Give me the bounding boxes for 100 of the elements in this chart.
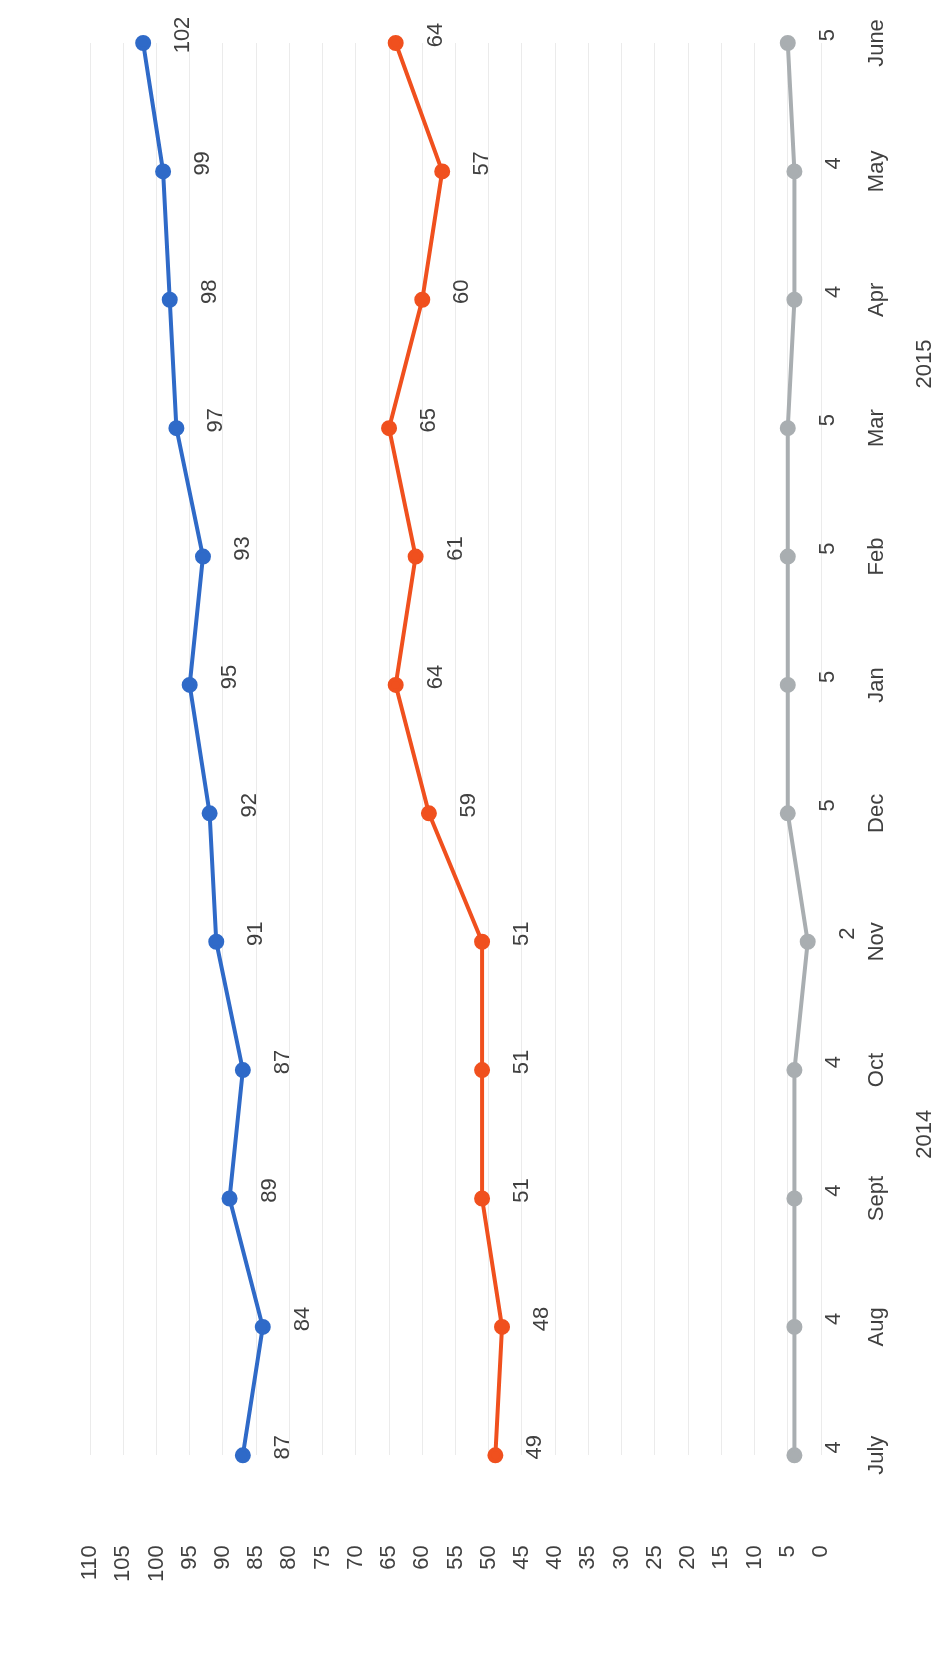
y-tick-label: Aug bbox=[863, 1307, 889, 1347]
x-tick-label: 15 bbox=[707, 1545, 733, 1570]
point bbox=[786, 1190, 803, 1207]
y-tick-label: Dec bbox=[863, 793, 889, 833]
point bbox=[786, 291, 803, 308]
data-label: 89 bbox=[255, 1178, 281, 1203]
x-tick-label: 20 bbox=[674, 1545, 700, 1570]
point bbox=[201, 805, 218, 822]
data-label: 48 bbox=[528, 1306, 554, 1332]
point bbox=[168, 420, 185, 437]
point bbox=[779, 420, 796, 437]
x-tick-label: 40 bbox=[541, 1545, 567, 1570]
x-tick-label: 100 bbox=[142, 1545, 168, 1583]
point bbox=[474, 1190, 491, 1207]
y-tick-label: Feb bbox=[863, 537, 889, 576]
data-label: 91 bbox=[242, 921, 268, 946]
data-label: 2 bbox=[833, 927, 859, 940]
y-tick-label: Jan bbox=[863, 667, 889, 703]
point bbox=[786, 1318, 803, 1335]
x-tick-label: 95 bbox=[175, 1545, 201, 1570]
data-label: 87 bbox=[268, 1435, 294, 1460]
point bbox=[254, 1318, 271, 1335]
x-tick-label: 35 bbox=[574, 1545, 600, 1570]
data-label: 60 bbox=[448, 279, 474, 305]
x-tick-label: 0 bbox=[807, 1545, 833, 1558]
point bbox=[221, 1190, 238, 1207]
data-label: 5 bbox=[813, 414, 839, 427]
point bbox=[387, 676, 404, 693]
point bbox=[779, 805, 796, 822]
x-tick-label: 90 bbox=[208, 1545, 234, 1570]
y-tick-label: Sept bbox=[863, 1175, 889, 1222]
data-label: 98 bbox=[195, 279, 221, 305]
data-label: 4 bbox=[820, 157, 846, 170]
point bbox=[420, 805, 437, 822]
y-tick-label: May bbox=[863, 150, 889, 193]
point bbox=[474, 1062, 491, 1079]
point bbox=[434, 163, 451, 180]
x-tick-label: 85 bbox=[242, 1545, 268, 1570]
point bbox=[786, 1447, 803, 1464]
x-tick-label: 25 bbox=[640, 1545, 666, 1570]
point bbox=[779, 548, 796, 565]
data-label: 4 bbox=[820, 285, 846, 298]
y-tick-label: Oct bbox=[863, 1053, 889, 1088]
point bbox=[414, 291, 431, 308]
point bbox=[194, 548, 211, 565]
x-tick-label: 75 bbox=[308, 1545, 334, 1570]
x-tick-label: 5 bbox=[773, 1545, 799, 1558]
point bbox=[779, 35, 796, 51]
point bbox=[181, 676, 198, 693]
point bbox=[387, 35, 404, 51]
y-tick-label: July bbox=[863, 1435, 889, 1475]
data-label: 5 bbox=[813, 542, 839, 555]
point bbox=[381, 420, 398, 437]
data-label: 4 bbox=[820, 1184, 846, 1197]
data-label: 99 bbox=[189, 151, 215, 176]
x-tick-label: 60 bbox=[408, 1545, 434, 1570]
point bbox=[208, 933, 225, 950]
data-label: 51 bbox=[508, 1178, 534, 1203]
y-tick-label: Mar bbox=[863, 409, 889, 448]
data-label: 49 bbox=[521, 1435, 547, 1460]
point bbox=[474, 933, 491, 950]
data-label: 4 bbox=[820, 1441, 846, 1454]
point bbox=[407, 548, 424, 565]
point bbox=[155, 163, 172, 180]
y-tick-label: June bbox=[863, 19, 889, 67]
x-tick-label: 30 bbox=[607, 1545, 633, 1570]
x-tick-label: 105 bbox=[109, 1545, 135, 1583]
point bbox=[161, 291, 178, 308]
x-tick-label: 10 bbox=[740, 1545, 766, 1570]
data-label: 5 bbox=[813, 670, 839, 684]
point bbox=[135, 35, 152, 51]
point bbox=[487, 1447, 504, 1464]
data-label: 92 bbox=[235, 793, 261, 818]
data-label: 61 bbox=[441, 536, 467, 561]
data-label: 5 bbox=[813, 28, 839, 42]
y-tick-label: Apr bbox=[863, 282, 889, 317]
data-label: 51 bbox=[508, 1049, 534, 1075]
data-label: 64 bbox=[421, 22, 447, 48]
data-label: 84 bbox=[288, 1306, 314, 1332]
x-tick-label: 50 bbox=[474, 1545, 500, 1570]
data-label: 93 bbox=[229, 536, 255, 561]
point bbox=[494, 1318, 511, 1335]
data-label: 4 bbox=[820, 1312, 846, 1326]
text: 2014 bbox=[911, 1109, 937, 1159]
point bbox=[234, 1447, 251, 1464]
data-label: 65 bbox=[415, 407, 441, 433]
data-label: 95 bbox=[215, 664, 241, 690]
point bbox=[234, 1062, 251, 1079]
point bbox=[779, 676, 796, 693]
x-tick-label: 55 bbox=[441, 1545, 467, 1570]
x-tick-label: 45 bbox=[508, 1545, 534, 1570]
x-tick-label: 70 bbox=[341, 1545, 367, 1570]
x-tick-label: 65 bbox=[375, 1545, 401, 1570]
point bbox=[799, 933, 816, 950]
text: 2015 bbox=[911, 339, 937, 389]
x-tick-label: 80 bbox=[275, 1545, 301, 1570]
point bbox=[786, 1062, 803, 1079]
x-tick-label: 110 bbox=[76, 1545, 102, 1581]
data-label: 102 bbox=[169, 16, 195, 54]
data-label: 4 bbox=[820, 1056, 846, 1069]
